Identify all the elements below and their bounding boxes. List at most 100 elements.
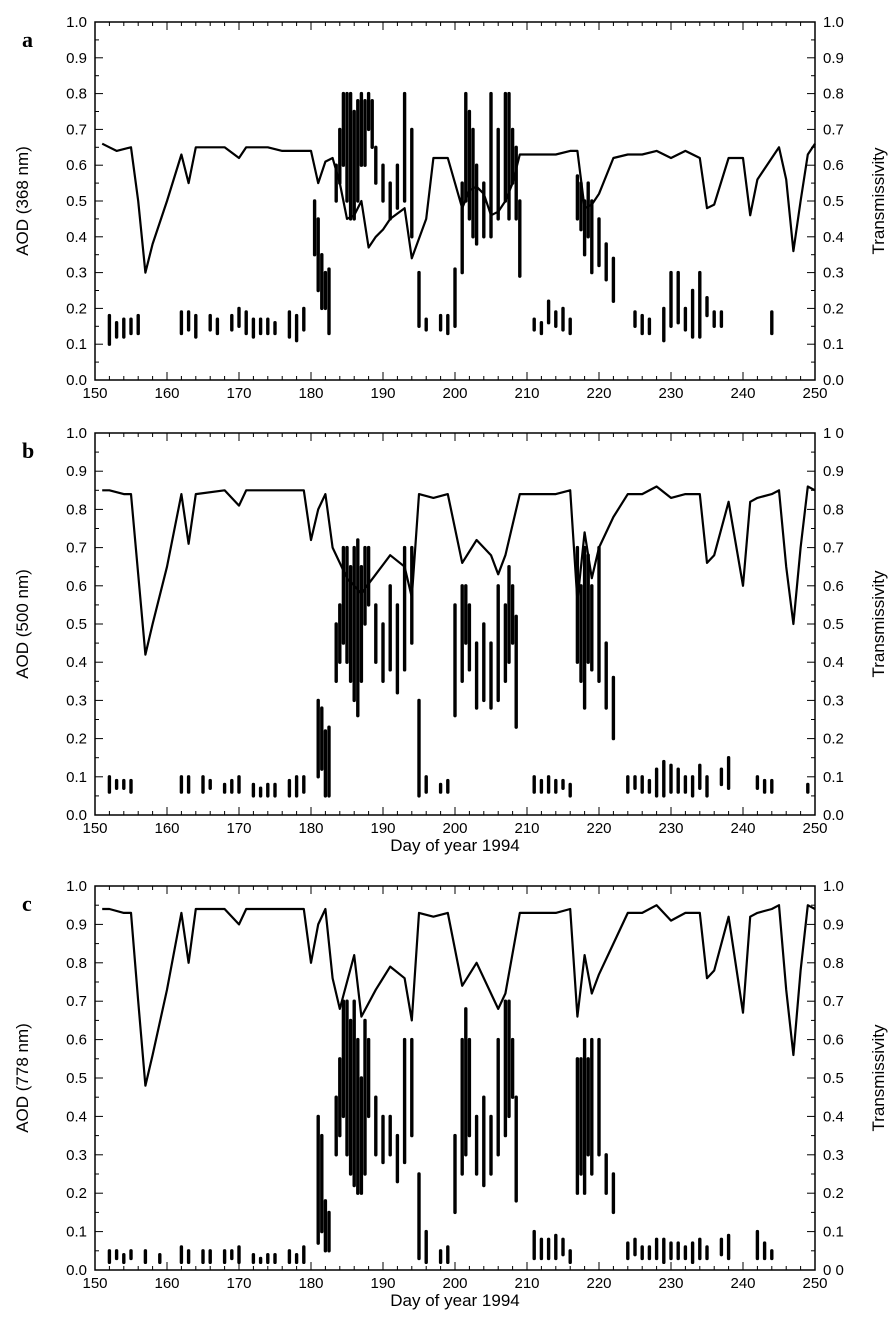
y-tick-label-right: 0.1 (823, 336, 844, 353)
y-tick-label-right: 1.0 (823, 878, 844, 895)
y-axis-label-left: AOD (368 nm) (13, 146, 32, 256)
x-tick-label: 220 (586, 385, 611, 402)
y-tick-label-left: 0.9 (66, 463, 87, 480)
x-tick-label: 220 (586, 1275, 611, 1292)
y-tick-label-left: 0.1 (66, 1224, 87, 1241)
y-tick-label-left: 0.5 (66, 616, 87, 633)
y-tick-label-left: 0.5 (66, 193, 87, 210)
x-tick-label: 150 (82, 1275, 107, 1292)
y-tick-label-right: 0.6 (823, 157, 844, 174)
y-tick-label-left: 0.2 (66, 731, 87, 748)
x-tick-label: 230 (658, 385, 683, 402)
x-tick-label: 160 (154, 1275, 179, 1292)
y-tick-label-right: 0.8 (823, 501, 844, 518)
plot-frame (94, 885, 816, 1271)
y-tick-label-left: 1.0 (66, 14, 87, 31)
chart-panel-a: 150 160 170 180 190 200 210 220 230 240 2500.00.10… (13, 14, 888, 402)
y-tick-label-left: 0.0 (66, 1262, 87, 1279)
x-tick-label: 230 (658, 820, 683, 837)
y-tick-label-left: 0.6 (66, 1032, 87, 1049)
y-tick-label-left: 0.5 (66, 1070, 87, 1087)
y-tick-label-left: 0.4 (66, 1108, 87, 1125)
x-tick-label: 160 (154, 385, 179, 402)
tick-marks (94, 885, 816, 1271)
y-tick-label-right: 0.3 (823, 265, 844, 282)
plot-frame (94, 21, 816, 381)
x-tick-label: 210 (514, 820, 539, 837)
x-tick-label: 170 (226, 385, 251, 402)
y-tick-label-left: 0.1 (66, 336, 87, 353)
y-tick-label-left: 0.6 (66, 578, 87, 595)
y-tick-label-left: 0.8 (66, 955, 87, 972)
y-tick-label-right: 0.8 (823, 86, 844, 103)
y-tick-label-left: 0.9 (66, 50, 87, 67)
y-tick-label-right: 0.1 (823, 769, 844, 786)
x-tick-label: 160 (154, 820, 179, 837)
x-tick-label: 250 (802, 1275, 827, 1292)
panel-label: a (22, 27, 33, 52)
y-tick-label-right: 0.0 (823, 807, 844, 824)
x-tick-label: 170 (226, 1275, 251, 1292)
x-tick-label: 250 (802, 385, 827, 402)
aod-observations (107, 999, 774, 1265)
x-tick-label: 190 (370, 820, 395, 837)
chart-panel-b: 150 160 170 180 190 200 210 220 230 240 2500.00.10… (13, 425, 888, 855)
y-tick-label-left: 0.7 (66, 121, 87, 138)
y-tick-label-left: 0.2 (66, 300, 87, 317)
x-tick-label: 200 (442, 1275, 467, 1292)
y-tick-label-right: 0.8 (823, 955, 844, 972)
x-tick-label: 230 (658, 1275, 683, 1292)
y-tick-label-right: 0.9 (823, 50, 844, 67)
y-axis-label-right: Transmissivity (869, 1024, 888, 1132)
y-tick-label-left: 1.0 (66, 878, 87, 895)
aod-observations (107, 91, 774, 346)
y-tick-label-right: 0.4 (823, 1108, 844, 1125)
y-tick-label-right: 0.2 (823, 731, 844, 748)
y-tick-label-right: 0.9 (823, 916, 844, 933)
y-tick-label-right: 0.5 (823, 193, 844, 210)
y-tick-label-left: 0.6 (66, 157, 87, 174)
y-tick-label-left: 0.3 (66, 692, 87, 709)
y-tick-label-right: 0.4 (823, 229, 844, 246)
plot-frame (94, 432, 816, 816)
y-tick-label-right: 0.1 (823, 1224, 844, 1241)
y-tick-label-right: 0.2 (823, 300, 844, 317)
x-tick-label: 180 (298, 820, 323, 837)
y-tick-label-left: 0.9 (66, 916, 87, 933)
y-tick-label-right: 0.5 (823, 616, 844, 633)
y-tick-label-right: 0.3 (823, 1147, 844, 1164)
y-tick-label-right: 0.2 (823, 1185, 844, 1202)
x-tick-label: 180 (298, 1275, 323, 1292)
x-axis-label: Day of year 1994 (390, 1291, 519, 1310)
x-axis-label: Day of year 1994 (390, 836, 519, 855)
panel-label: b (22, 438, 34, 463)
chart-panel-c: 150 160 170 180 190 200 210 220 230 240 250 0.0 0.1 0… (13, 878, 888, 1310)
x-tick-label: 210 (514, 1275, 539, 1292)
transmissivity-line (101, 142, 816, 274)
y-tick-label-left: 0.0 (66, 372, 87, 389)
y-tick-label-left: 0.7 (66, 540, 87, 557)
y-tick-label-right: 0.9 (823, 463, 844, 480)
y-tick-label-right: 0.7 (823, 993, 844, 1010)
y-tick-label-right: 0.6 (823, 1032, 844, 1049)
y-tick-label-left: 0.1 (66, 769, 87, 786)
y-tick-label-right: 0.5 (823, 1070, 844, 1087)
x-tick-label: 170 (226, 820, 251, 837)
transmissivity-line (102, 485, 816, 656)
y-tick-label-left: 1.0 (66, 425, 87, 442)
x-tick-label: 150 (82, 385, 107, 402)
y-tick-label-left: 0.8 (66, 86, 87, 103)
panel-label: c (22, 891, 32, 916)
y-tick-label-left: 0.3 (66, 265, 87, 282)
x-tick-label: 240 (730, 385, 755, 402)
x-tick-label: 180 (298, 385, 323, 402)
y-tick-label-right: 0.7 (823, 540, 844, 557)
y-tick-label-left: 0.4 (66, 229, 87, 246)
y-axis-label-right: Transmissivity (869, 147, 888, 255)
y-tick-label-left: 0.7 (66, 993, 87, 1010)
x-tick-label: 200 (442, 385, 467, 402)
y-tick-label-right: 0.3 (823, 692, 844, 709)
x-tick-label: 190 (370, 1275, 395, 1292)
y-axis-label-right: Transmissivity (869, 570, 888, 678)
